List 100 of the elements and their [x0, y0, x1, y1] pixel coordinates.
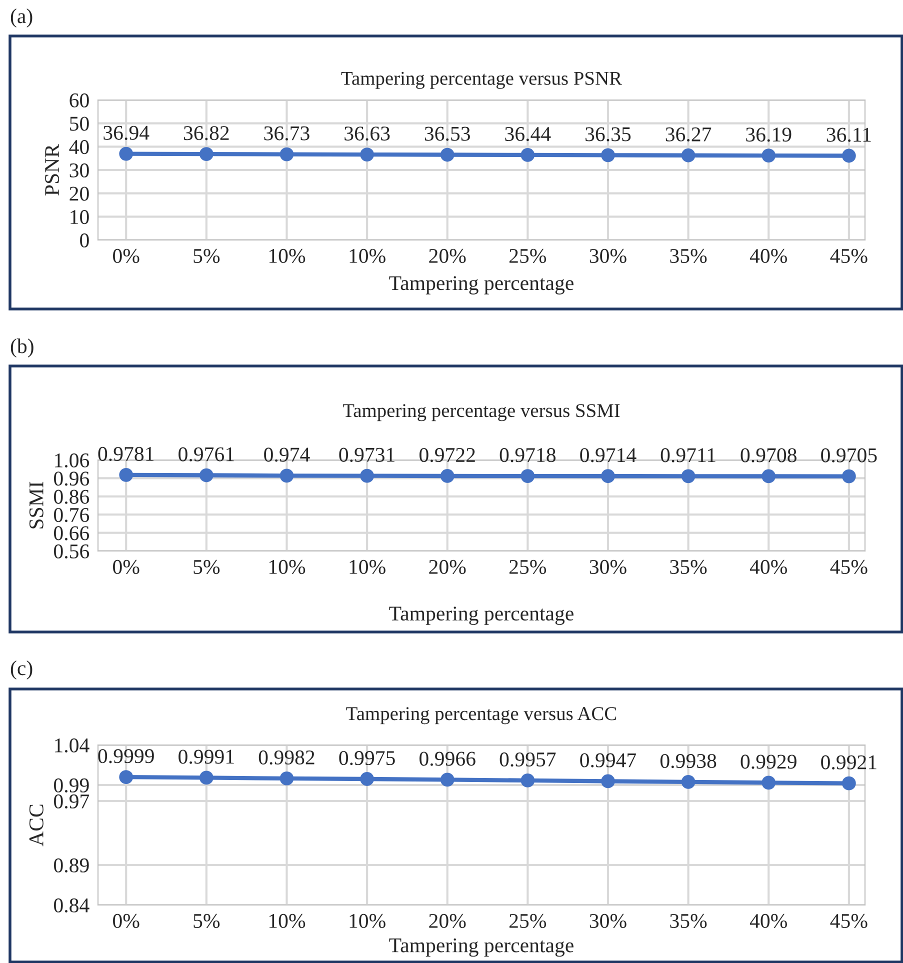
point	[119, 770, 134, 784]
data-label: 0.974	[264, 448, 310, 462]
x-tick-label: 5%	[194, 914, 220, 928]
x-tick-label: 10%	[269, 248, 306, 264]
y-tick-label: 0.97	[54, 794, 90, 809]
data-label: 0.9711	[660, 448, 716, 462]
data-label: 0.9991	[178, 750, 234, 764]
text: (b)	[10, 338, 34, 358]
x-axis-title: Tampering percentage	[389, 276, 574, 294]
data-label: 36.11	[826, 128, 871, 142]
x-tick-label: 45%	[830, 914, 868, 928]
y-tick-label: 0.66	[54, 526, 90, 540]
point	[280, 771, 294, 786]
x-tick-label: 20%	[429, 248, 466, 264]
point	[601, 774, 615, 788]
x-tick-label: 10%	[269, 560, 306, 574]
data-label: 36.94	[104, 126, 150, 140]
x-tick-label: 35%	[670, 560, 707, 574]
x-tick-label: 5%	[194, 248, 220, 264]
y-axis-title: PSNR	[45, 144, 60, 196]
x-tick-label: 10%	[350, 248, 386, 264]
point	[842, 776, 856, 790]
x-tick-label: 35%	[670, 914, 707, 928]
x-tick-label: 30%	[590, 248, 626, 264]
y-tick-label: 0	[80, 233, 89, 248]
y-tick-label: 60	[70, 93, 89, 108]
x-tick-label: 0%	[113, 560, 140, 574]
point	[681, 775, 696, 789]
y-tick-label: 0.56	[54, 544, 90, 559]
data-label: 0.9714	[580, 448, 636, 462]
x-tick-label: 25%	[510, 914, 546, 928]
x-tick-label: 10%	[350, 914, 386, 928]
data-label: 0.9938	[660, 754, 716, 768]
x-tick-label: 30%	[590, 914, 626, 928]
y-tick-label: 1.06	[55, 453, 90, 468]
x-tick-label: 35%	[670, 248, 707, 264]
x-axis-title: Tampering percentage	[389, 606, 574, 625]
x-tick-label: 0%	[113, 914, 140, 928]
x-tick-label: 0%	[113, 248, 140, 264]
data-label: 0.9722	[420, 448, 475, 462]
data-label: 36.19	[746, 128, 792, 142]
y-tick-label: 30	[70, 163, 89, 178]
x-tick-label: 10%	[350, 560, 386, 574]
point	[520, 773, 535, 788]
x-tick-label: 45%	[830, 248, 868, 264]
y-tick-label: 0.84	[54, 898, 90, 913]
y-tick-label: 0.76	[54, 508, 90, 522]
y-tick-label: 0.89	[54, 858, 89, 873]
data-label: 0.9708	[740, 448, 796, 462]
data-label: 0.9929	[740, 754, 796, 769]
data-label: 0.9921	[821, 755, 876, 770]
y-tick-label: 10	[70, 210, 89, 224]
data-label: 36.73	[264, 126, 310, 140]
text: (c)	[10, 660, 32, 680]
y-tick-label: 0.99	[54, 778, 89, 793]
data-label: 36.82	[184, 126, 229, 140]
chart-title: Tampering percentage versus PSNR	[341, 72, 622, 89]
data-label: 0.9705	[821, 448, 877, 462]
point	[360, 772, 374, 786]
y-axis-title: SSMI	[29, 482, 44, 528]
x-tick-label: 45%	[830, 560, 868, 574]
point	[199, 770, 214, 785]
data-label: 36.53	[424, 126, 470, 141]
y-tick-label: 50	[70, 116, 89, 131]
data-label: 0.9975	[339, 750, 395, 766]
chart-title: Tampering percentage versus SSMI	[342, 404, 620, 422]
x-tick-label: 40%	[750, 248, 788, 264]
data-label: 0.9947	[580, 753, 636, 768]
x-tick-label: 10%	[269, 914, 306, 928]
x-axis-title: Tampering percentage	[389, 938, 574, 957]
data-label: 0.9761	[178, 447, 234, 462]
data-label: 0.9731	[339, 448, 394, 462]
data-label: 0.9999	[98, 749, 154, 764]
point	[440, 772, 454, 787]
data-label: 0.9957	[500, 752, 556, 767]
y-tick-label: 20	[70, 186, 89, 201]
point	[762, 776, 776, 790]
y-tick-label: 0.96	[54, 472, 90, 486]
x-tick-label: 20%	[429, 914, 466, 928]
data-label: 36.35	[586, 127, 631, 142]
data-label: 36.27	[666, 127, 712, 142]
data-label: 36.44	[505, 127, 551, 142]
x-tick-label: 25%	[510, 248, 546, 264]
x-tick-label: 25%	[510, 560, 546, 574]
data-label: 0.9982	[258, 750, 314, 765]
data-label: 0.9781	[98, 446, 154, 462]
x-tick-label: 40%	[750, 560, 788, 574]
chart-title: Tampering percentage versus ACC	[346, 707, 616, 724]
x-tick-label: 30%	[590, 560, 626, 574]
y-tick-label: 0.86	[54, 490, 90, 504]
data-label: 0.9966	[420, 752, 476, 766]
y-tick-label: 40	[69, 140, 89, 154]
y-axis-title: ACC	[29, 804, 44, 846]
x-tick-label: 5%	[194, 560, 220, 574]
data-label: 0.9718	[500, 448, 556, 462]
text: (a)	[10, 8, 32, 28]
x-tick-label: 40%	[750, 914, 788, 928]
data-label: 36.63	[344, 126, 390, 141]
y-tick-label: 1.04	[55, 738, 90, 753]
x-tick-label: 20%	[429, 560, 466, 574]
